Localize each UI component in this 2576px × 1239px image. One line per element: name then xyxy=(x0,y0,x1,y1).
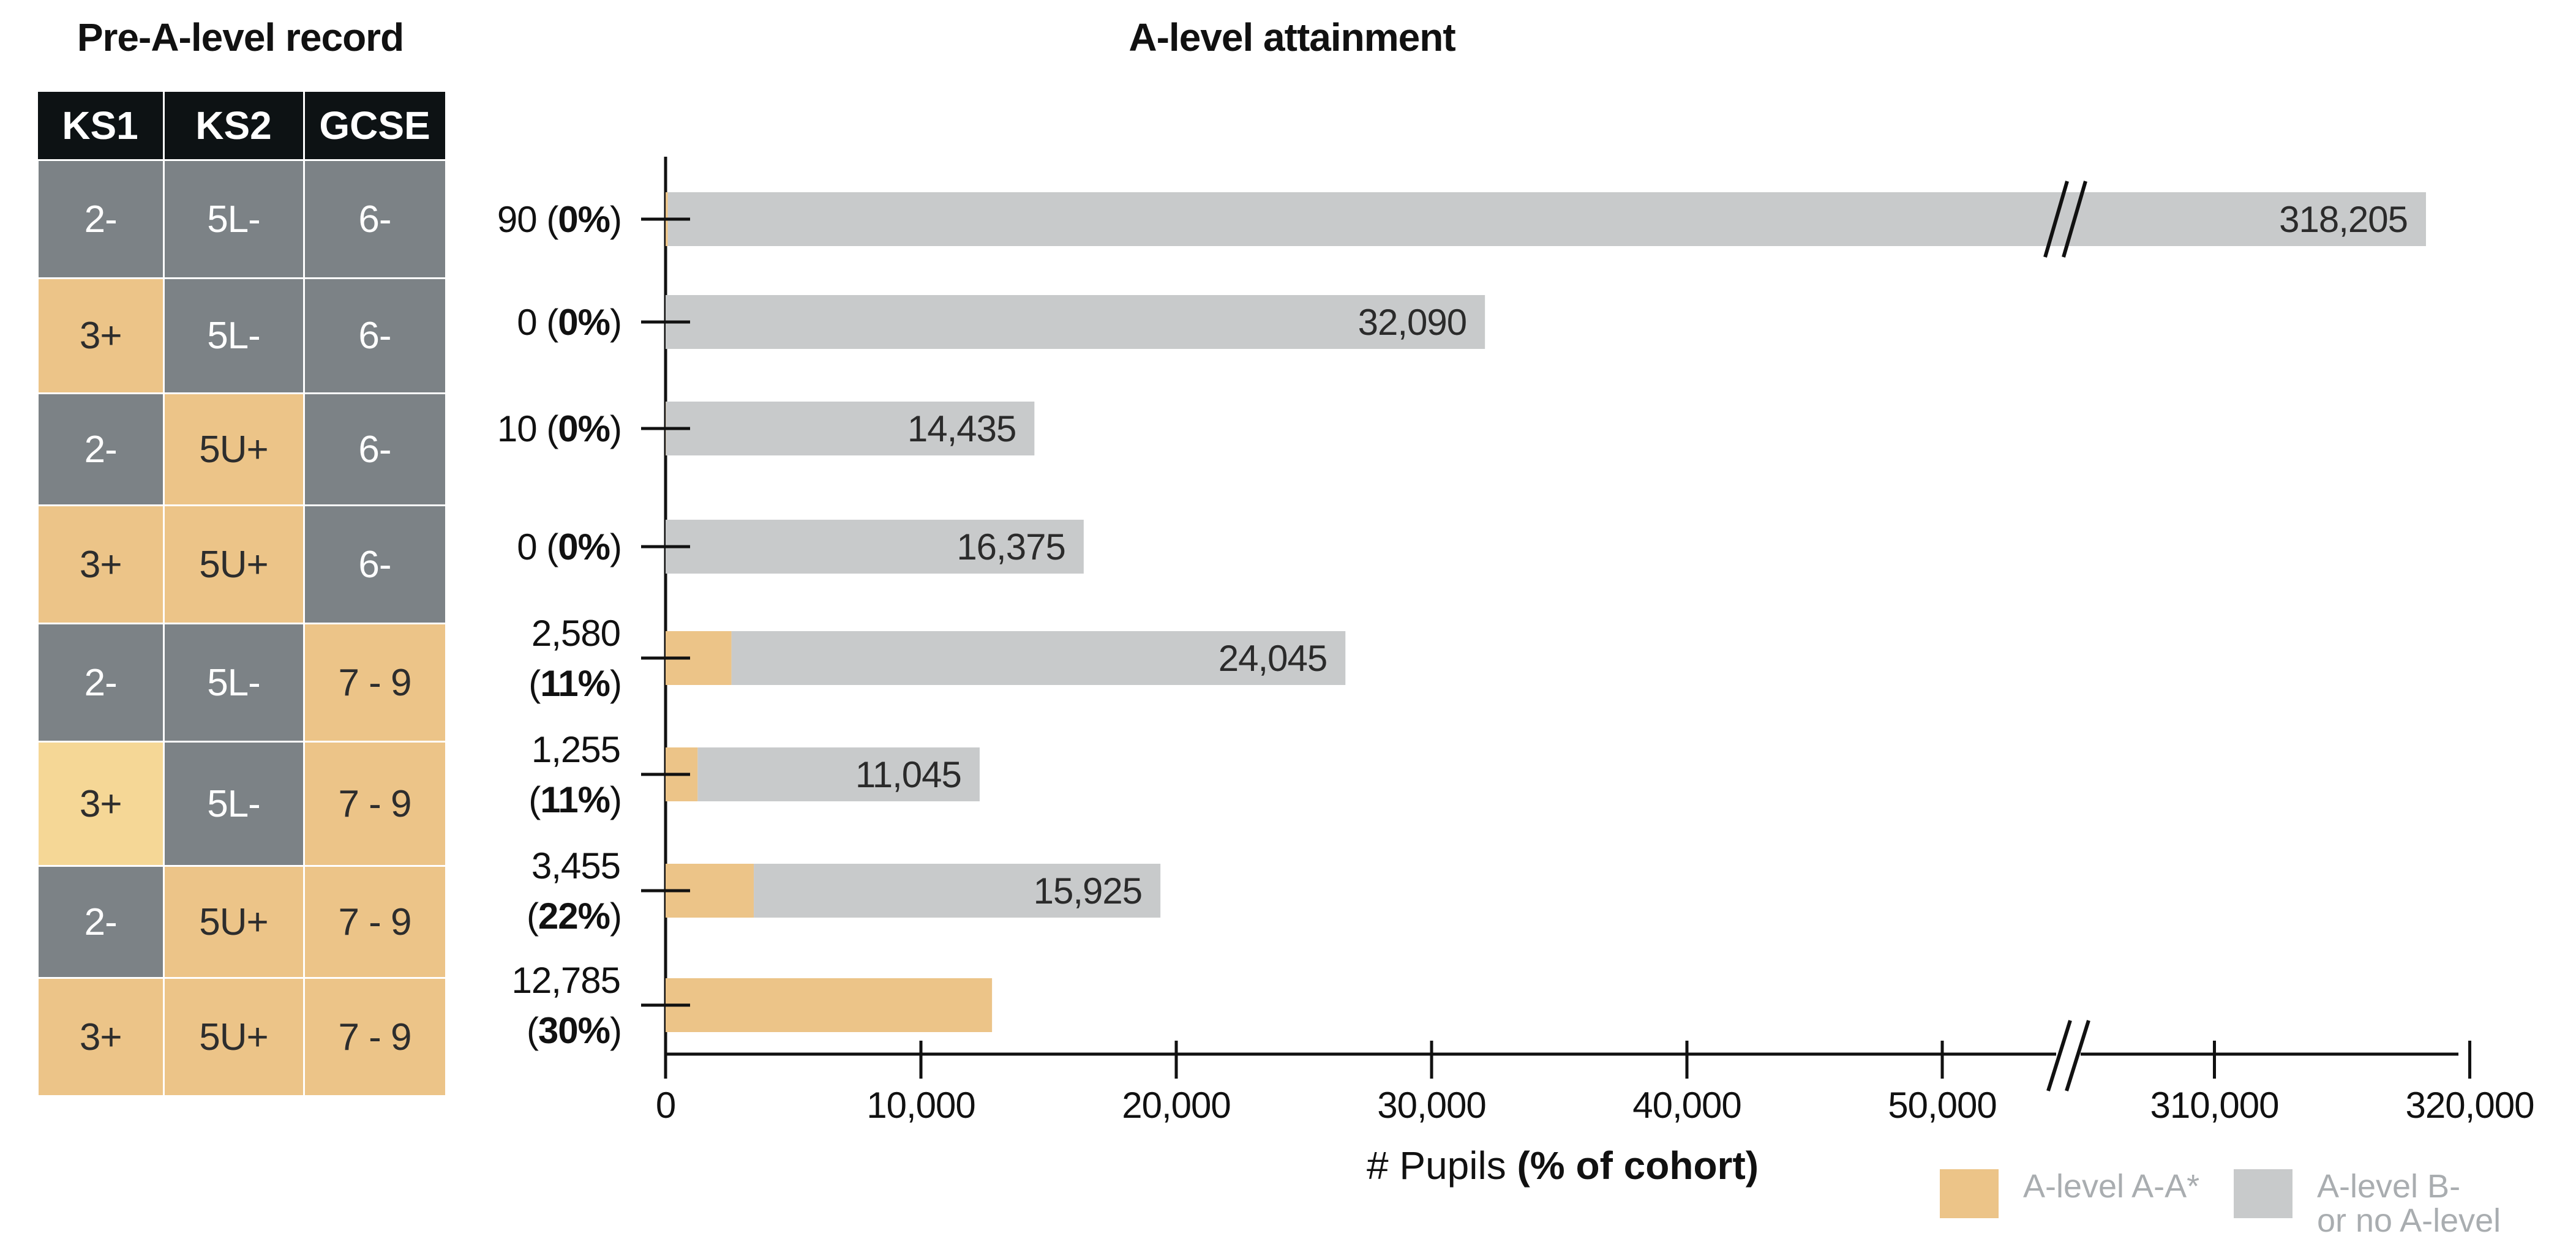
y-row-label: 0 (0%) xyxy=(517,302,621,343)
table-cell: 6- xyxy=(302,277,447,394)
y-row-count: 12,785 xyxy=(511,960,620,1001)
header-ks1: KS1 xyxy=(37,92,165,160)
table-cell: 5L- xyxy=(162,159,305,279)
axis-break-mark xyxy=(2062,181,2087,258)
table-cell: 7 - 9 xyxy=(302,741,447,867)
table-cell: 2- xyxy=(37,392,165,506)
table-cell: 3+ xyxy=(37,977,165,1097)
bar-total-label: 318,205 xyxy=(2279,199,2408,240)
y-row-count: 1,255 xyxy=(531,729,620,770)
table-row: 2- 5U+ 7 - 9 xyxy=(37,865,447,979)
legend-label-b-or-none: A-level B-or no A-level xyxy=(2317,1168,2501,1239)
y-row-pct: (11%) xyxy=(528,779,621,820)
table-row: 2- 5U+ 6- xyxy=(37,392,447,506)
bar-total-label: 24,045 xyxy=(1219,638,1327,679)
bar-segment-b-or-none xyxy=(754,864,1161,918)
legend-label-a-star: A-level A-A* xyxy=(2023,1168,2200,1205)
y-row-label: 10 (0%) xyxy=(497,408,621,449)
bar-segment-b-or-none xyxy=(666,402,1035,455)
y-row-pct: (30%) xyxy=(527,1010,621,1051)
y-row-label: 0 (0%) xyxy=(517,526,621,567)
bar-segment-b-or-none xyxy=(666,295,1485,349)
table-cell: 2- xyxy=(37,623,165,743)
table-row: 3+ 5L- 7 - 9 xyxy=(37,741,447,867)
table-cell: 7 - 9 xyxy=(302,865,447,979)
table-cell: 7 - 9 xyxy=(302,977,447,1097)
x-tick-label: 40,000 xyxy=(1632,1085,1741,1126)
y-row-label: 90 (0%) xyxy=(497,199,621,240)
table-title: Pre-A-level record xyxy=(77,15,404,59)
table-cell: 5U+ xyxy=(162,392,305,506)
x-tick-label: 30,000 xyxy=(1377,1085,1486,1126)
chart-title: A-level attainment xyxy=(1128,15,1455,59)
axis-break-mark xyxy=(2065,1020,2090,1091)
table-cell: 5U+ xyxy=(162,865,305,979)
header-ks2: KS2 xyxy=(163,92,305,160)
y-row-count: 3,455 xyxy=(531,845,620,886)
table-cell: 3+ xyxy=(37,277,165,394)
bar-segment-a-star xyxy=(666,978,993,1032)
table-row: 3+ 5L- 6- xyxy=(37,277,447,394)
x-tick-label: 310,000 xyxy=(2150,1085,2279,1126)
table-cell: 3+ xyxy=(37,741,165,867)
bar-segment-b-or-none xyxy=(666,520,1084,574)
x-tick-label: 0 xyxy=(656,1085,675,1126)
legend-item-b-or-none: A-level B-or no A-level xyxy=(2234,1169,2519,1238)
bar-segment-b-or-none xyxy=(731,631,1346,685)
bar-total-label: 11,045 xyxy=(855,754,961,795)
x-tick-label: 10,000 xyxy=(866,1085,975,1126)
bar-segment-b-or-none xyxy=(667,192,2427,246)
table-cell: 6- xyxy=(302,392,447,506)
pre-a-level-record-table: KS1 KS2 GCSE 2- 5L- 6- 3+ 5L- 6- 2- 5U+ 6- 3+ 5U+ 6… xyxy=(37,92,447,1097)
table-cell: 2- xyxy=(37,159,165,279)
table-cell: 5U+ xyxy=(162,504,305,624)
x-tick-label: 20,000 xyxy=(1122,1085,1231,1126)
x-axis-title: # Pupils (% of cohort) xyxy=(1367,1144,1759,1188)
axis-break-mark xyxy=(2046,1020,2072,1091)
bar-total-label: 14,435 xyxy=(907,408,1016,449)
table-cell: 5L- xyxy=(162,623,305,743)
bar-segment-b-or-none xyxy=(697,747,980,801)
table-cell: 5L- xyxy=(162,741,305,867)
axis-break-mark xyxy=(2043,181,2069,258)
table-cell: 6- xyxy=(302,504,447,624)
table-row: 2- 5L- 7 - 9 xyxy=(37,623,447,743)
table-row: 3+ 5U+ 6- xyxy=(37,504,447,624)
x-tick-label: 320,000 xyxy=(2406,1085,2534,1126)
table-cell: 5L- xyxy=(162,277,305,394)
legend-item-a-star: A-level A-A* xyxy=(1940,1169,2199,1218)
x-tick-label: 50,000 xyxy=(1888,1085,1997,1126)
table-row: 3+ 5U+ 7 - 9 xyxy=(37,977,447,1097)
legend-swatch-b-or-none xyxy=(2234,1169,2292,1218)
header-gcse: GCSE xyxy=(304,92,447,160)
bar-total-label: 32,090 xyxy=(1358,302,1467,343)
bar-total-label: 16,375 xyxy=(956,526,1065,567)
table-cell: 7 - 9 xyxy=(302,623,447,743)
table-header-row: KS1 KS2 GCSE xyxy=(37,92,447,160)
y-row-pct: (22%) xyxy=(527,896,621,937)
table-row: 2- 5L- 6- xyxy=(37,159,447,279)
bar-total-label: 15,925 xyxy=(1034,870,1143,911)
table-cell: 3+ xyxy=(37,504,165,624)
table-cell: 5U+ xyxy=(162,977,305,1097)
legend-swatch-a-star xyxy=(1940,1169,1999,1218)
table-cell: 6- xyxy=(302,159,447,279)
y-row-count: 2,580 xyxy=(531,613,620,654)
table-cell: 2- xyxy=(37,865,165,979)
y-row-pct: (11%) xyxy=(528,663,621,704)
